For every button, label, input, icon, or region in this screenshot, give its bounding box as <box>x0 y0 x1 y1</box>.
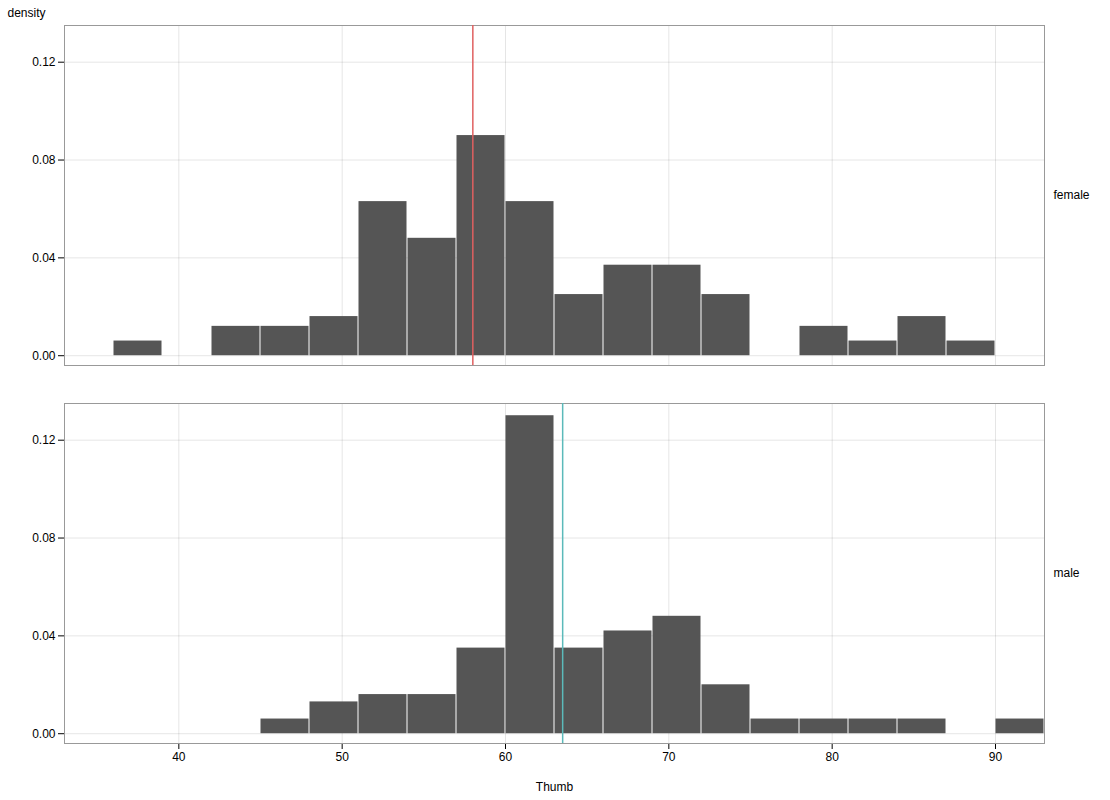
svg-text:0.04: 0.04 <box>32 251 56 265</box>
svg-text:density: density <box>8 6 46 20</box>
svg-text:0.08: 0.08 <box>32 153 56 167</box>
svg-text:female: female <box>1054 188 1090 202</box>
svg-text:male: male <box>1054 566 1080 580</box>
svg-text:0.00: 0.00 <box>32 349 56 363</box>
svg-text:60: 60 <box>499 750 513 764</box>
svg-text:90: 90 <box>989 750 1003 764</box>
svg-text:50: 50 <box>335 750 349 764</box>
svg-text:80: 80 <box>825 750 839 764</box>
svg-text:0.00: 0.00 <box>32 727 56 741</box>
svg-text:Thumb: Thumb <box>536 780 574 794</box>
svg-text:40: 40 <box>172 750 186 764</box>
svg-text:70: 70 <box>662 750 676 764</box>
svg-text:0.12: 0.12 <box>32 433 56 447</box>
svg-text:0.04: 0.04 <box>32 629 56 643</box>
svg-text:0.08: 0.08 <box>32 531 56 545</box>
svg-text:0.12: 0.12 <box>32 55 56 69</box>
